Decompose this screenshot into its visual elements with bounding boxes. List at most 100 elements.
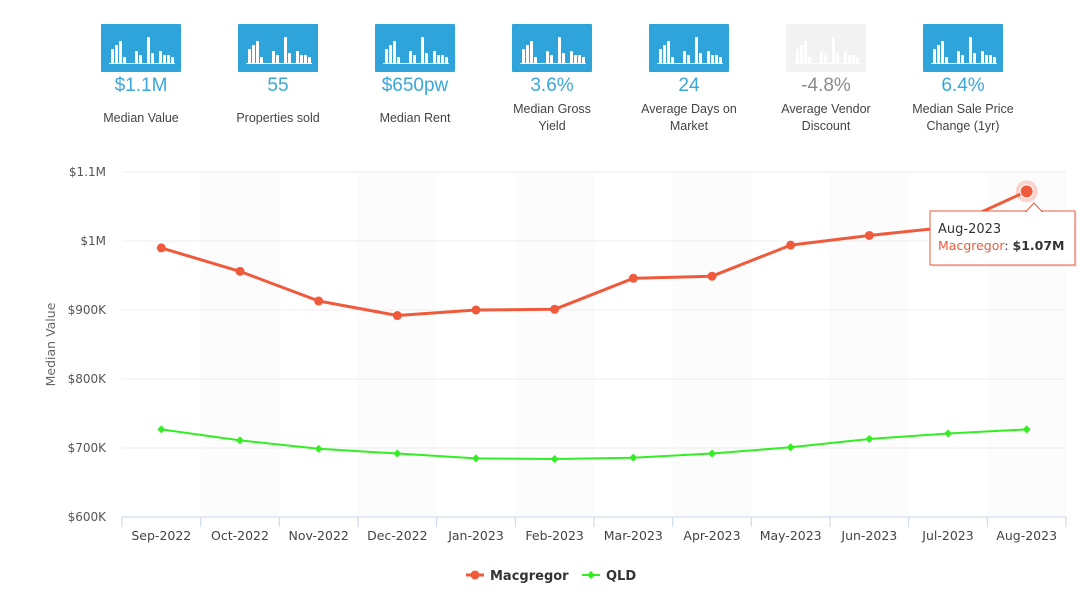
tooltip-shadow bbox=[932, 213, 1077, 267]
data-point bbox=[628, 273, 638, 283]
kpi-value: -4.8% bbox=[801, 75, 851, 96]
data-point bbox=[786, 443, 795, 452]
data-point bbox=[865, 435, 874, 444]
legend-item-macgregor: Macgregor bbox=[466, 569, 569, 584]
column-band bbox=[515, 172, 594, 517]
tooltip-caret bbox=[1024, 202, 1044, 212]
bar-chart-icon bbox=[512, 24, 592, 72]
kpi-item: 6.4% Median Sale Price Change (1yr) bbox=[894, 24, 1032, 135]
legend-label: QLD bbox=[606, 569, 636, 584]
x-tick-label: Aug-2023 bbox=[996, 528, 1057, 543]
kpi-label: Median Gross Yield bbox=[513, 102, 591, 133]
y-tick-label: $600K bbox=[68, 510, 108, 524]
tooltip-box bbox=[929, 210, 1076, 266]
kpi-label: Average Days on Market bbox=[641, 102, 737, 133]
data-point bbox=[944, 429, 952, 438]
bar-chart-icon bbox=[375, 24, 455, 72]
data-point bbox=[393, 449, 402, 458]
kpi-strip: $1.1M Median Value 55 Properties sold $650pw… bbox=[72, 24, 1032, 144]
chart-series bbox=[156, 186, 1032, 464]
kpi-item: $1.1M Median Value bbox=[72, 24, 210, 127]
x-tick-label: Sep-2022 bbox=[131, 528, 191, 543]
kpi-value: 55 bbox=[267, 75, 289, 96]
data-point bbox=[550, 455, 559, 464]
series-line bbox=[160, 189, 1028, 317]
bar-chart-icon bbox=[101, 24, 181, 72]
kpi-item: -4.8% Average Vendor Discount bbox=[757, 24, 895, 135]
kpi-value: 3.6% bbox=[530, 75, 574, 96]
column-band bbox=[830, 172, 909, 517]
data-point bbox=[314, 296, 324, 306]
column-band bbox=[672, 172, 752, 517]
chart-grid bbox=[122, 171, 1066, 517]
data-point bbox=[943, 222, 953, 232]
data-point bbox=[314, 444, 323, 453]
data-point bbox=[156, 243, 166, 253]
series-macgregor bbox=[156, 186, 1032, 321]
highlight-point bbox=[1019, 184, 1034, 199]
y-axis-title: Median Value bbox=[43, 302, 58, 386]
y-tick-label: $700K bbox=[68, 441, 108, 455]
x-tick-label: May-2023 bbox=[760, 528, 822, 543]
kpi-value: $650pw bbox=[381, 75, 449, 96]
tooltip-separator: : bbox=[1004, 238, 1012, 253]
kpi-value: 24 bbox=[678, 75, 700, 96]
kpi-label: Average Vendor Discount bbox=[781, 102, 871, 133]
kpi-label: Median Value bbox=[103, 111, 179, 125]
chart-axes: $600K $700K $800K $900K $1M $1.1M Sep-2022 Oct-… bbox=[43, 165, 1067, 543]
kpi-item: 3.6% Median Gross Yield bbox=[483, 24, 621, 135]
tooltip-title: Aug-2023 bbox=[938, 222, 1001, 237]
y-tick-label: $800K bbox=[68, 372, 108, 386]
data-point bbox=[550, 304, 560, 314]
legend-label: Macgregor bbox=[490, 569, 569, 584]
data-point bbox=[864, 230, 874, 240]
column-band bbox=[200, 172, 280, 517]
data-point bbox=[707, 271, 717, 281]
y-tick-label: $1.1M bbox=[69, 165, 106, 179]
kpi-label: Properties sold bbox=[236, 111, 320, 125]
bar-chart-icon bbox=[786, 24, 866, 72]
data-point bbox=[629, 453, 638, 462]
legend-marker bbox=[587, 571, 595, 579]
x-tick-label: Dec-2022 bbox=[367, 528, 428, 543]
kpi-value: 6.4% bbox=[941, 75, 985, 96]
chart-legend: Macgregor QLD bbox=[466, 569, 636, 584]
x-tick-label: Apr-2023 bbox=[683, 528, 740, 543]
legend-item-qld: QLD bbox=[582, 569, 636, 584]
kpi-item: 55 Properties sold bbox=[209, 24, 347, 127]
data-point bbox=[235, 266, 245, 276]
column-band bbox=[987, 172, 1066, 517]
data-point bbox=[1022, 425, 1031, 434]
kpi-item: 24 Average Days on Market bbox=[620, 24, 758, 135]
data-point bbox=[471, 305, 481, 315]
data-point bbox=[1022, 186, 1032, 196]
tooltip-value: $1.07M bbox=[1013, 238, 1065, 253]
x-tick-label: Jan-2023 bbox=[447, 528, 504, 543]
highlight-halo bbox=[1015, 180, 1038, 203]
x-tick-label: Oct-2022 bbox=[211, 528, 269, 543]
data-point bbox=[472, 454, 480, 463]
bar-chart-icon bbox=[649, 24, 729, 72]
bar-chart-icon bbox=[923, 24, 1003, 72]
data-point bbox=[392, 311, 402, 321]
data-point bbox=[708, 449, 716, 458]
y-tick-label: $900K bbox=[68, 303, 108, 317]
y-tick-label: $1M bbox=[80, 234, 106, 248]
data-point bbox=[236, 436, 244, 445]
bar-chart-icon bbox=[238, 24, 318, 72]
column-band bbox=[358, 172, 437, 517]
x-tick-label: Nov-2022 bbox=[288, 528, 348, 543]
kpi-item: $650pw Median Rent bbox=[346, 24, 484, 127]
series-line bbox=[161, 428, 1027, 460]
x-tick-label: Feb-2023 bbox=[525, 528, 583, 543]
series-qld bbox=[157, 425, 1031, 464]
kpi-label: Median Sale Price Change (1yr) bbox=[912, 102, 1014, 133]
x-tick-label: Jul-2023 bbox=[921, 528, 973, 543]
tooltip-line: Macgregor: $1.07M bbox=[938, 238, 1064, 253]
x-tick-label: Mar-2023 bbox=[604, 528, 663, 543]
kpi-value: $1.1M bbox=[114, 75, 168, 96]
kpi-label: Median Rent bbox=[379, 111, 451, 125]
legend-marker bbox=[470, 570, 480, 580]
data-point bbox=[157, 425, 166, 434]
